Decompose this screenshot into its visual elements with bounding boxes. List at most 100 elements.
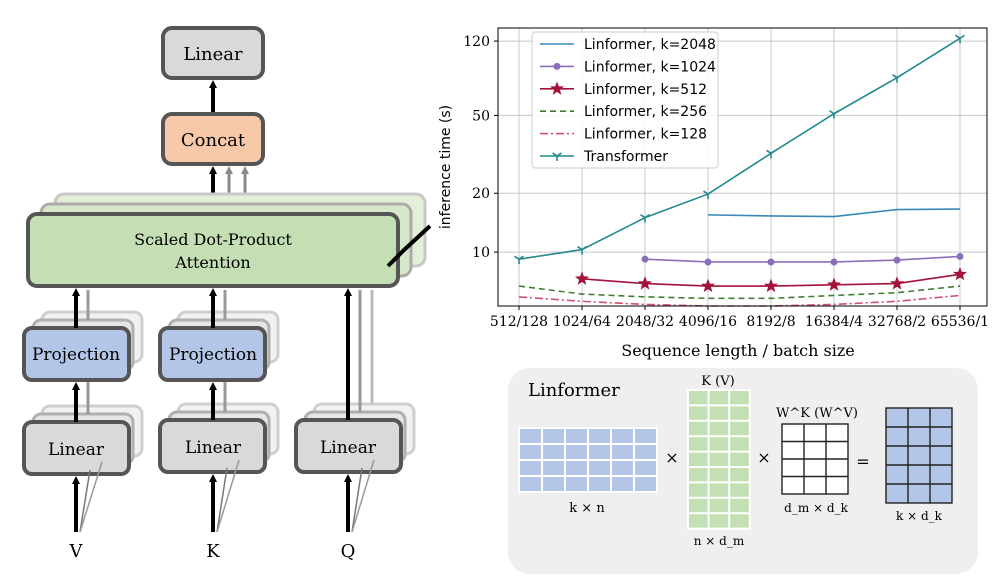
matrix-body: [687, 389, 751, 530]
attention-label-line1: Scaled Dot-Product: [134, 230, 292, 249]
x-tick-label: 65536/1: [931, 314, 989, 330]
legend-marker: [549, 81, 565, 95]
series-line: [518, 294, 961, 307]
data-point: [574, 271, 590, 285]
series-line: [518, 37, 961, 260]
input-v-arrows: [72, 461, 103, 533]
concat-label: Concat: [181, 130, 246, 151]
series-linformer-k-2048: [707, 208, 961, 218]
y-tick-label: 120: [463, 34, 490, 50]
data-point: [641, 255, 649, 263]
inset-title: Linformer: [528, 380, 620, 401]
data-point: [826, 277, 842, 291]
inference-time-chart: 10 20 50 120 512/128 1024/64 2048/32 4096/16 81…: [438, 27, 989, 360]
projection-k-label: Projection: [169, 345, 257, 365]
matrix-k-by-n: [518, 427, 658, 493]
projection-k-stack: Projection: [158, 310, 280, 382]
equals-symbol: =: [856, 452, 869, 471]
input-q-arrows: [344, 459, 375, 533]
chart-legend: Linformer, k=2048 Linformer, k=1024 Linfor…: [531, 31, 719, 169]
series-line: [644, 255, 961, 263]
input-k-arrows: [209, 459, 240, 533]
matrix-k-by-dk-dim: k × d_k: [896, 509, 943, 523]
matrix-k-by-dk: [885, 407, 953, 504]
projection-v-label: Projection: [32, 345, 120, 365]
legend-label: Linformer, k=128: [584, 127, 707, 143]
linear-q-label: Linear: [320, 438, 377, 458]
linformer-inset: Linformer k × n × K (V) n × d_m × W^K (W…: [508, 368, 978, 574]
matrix-w-label: W^K (W^V): [776, 406, 858, 421]
data-point: [830, 258, 838, 266]
series-linformer-k-512: [574, 266, 968, 293]
data-point: [952, 266, 968, 281]
data-point: [577, 245, 587, 255]
chart-xticks: 512/128 1024/64 2048/32 4096/16 8192/8 16384/…: [490, 306, 989, 330]
legend-box: [531, 31, 719, 169]
matrix-kv-label: K (V): [701, 374, 734, 389]
legend-entry: Transformer: [540, 149, 668, 165]
matrix-dm-by-dk-dim: d_m × d_k: [784, 501, 848, 515]
linear-v-stack: Linear: [22, 404, 144, 476]
linear-k-stack: Linear: [158, 402, 280, 474]
matrix-dm-by-dk: [781, 423, 849, 495]
linear-k-label: Linear: [185, 438, 242, 458]
y-tick-label: 20: [472, 186, 490, 202]
chart-frame: [497, 27, 988, 307]
x-tick-label: 4096/16: [679, 314, 737, 330]
dim-n-dm-text: n × d_m: [694, 534, 745, 548]
chart-series: [514, 34, 968, 307]
legend-marker: [553, 62, 561, 70]
matrix-n-by-dm: [687, 389, 751, 530]
legend-entry: Linformer, k=2048: [540, 37, 716, 53]
data-point: [955, 34, 965, 44]
matrix-k-by-n-dim: k × n: [569, 501, 605, 516]
attention-label-line2: Attention: [174, 253, 250, 272]
projection-v-stack: Projection: [22, 310, 144, 382]
legend-label: Linformer, k=512: [584, 82, 707, 98]
data-point: [829, 110, 839, 119]
legend-label: Linformer, k=1024: [584, 59, 716, 75]
linear-v-label: Linear: [48, 440, 105, 460]
chart-yticks: 10 20 50 120: [463, 34, 498, 261]
x-tick-label: 1024/64: [553, 314, 611, 330]
matrix-body: [885, 407, 953, 504]
data-point: [956, 252, 964, 260]
x-tick-label: 8192/8: [746, 314, 795, 330]
attention-stack: Scaled Dot-Product Attention: [26, 192, 432, 288]
input-k-label: K: [206, 541, 220, 562]
x-tick-label: 16384/4: [805, 314, 863, 330]
legend-entry: Linformer, k=1024: [540, 59, 716, 75]
data-point: [892, 74, 902, 83]
chart-xlabel: Sequence length / batch size: [621, 341, 854, 360]
matrix-n-by-dm-dim: n × d_m: [694, 534, 745, 548]
series-transformer: [514, 34, 965, 265]
stack-depth-indicator: [386, 224, 432, 268]
data-point: [514, 255, 524, 265]
times-symbol-1: ×: [665, 448, 678, 467]
series-line: [518, 285, 961, 300]
series-linformer-k-128: [518, 294, 961, 307]
data-point: [893, 256, 901, 264]
data-point: [700, 278, 716, 293]
chart-ylabel: inference time (s): [438, 105, 454, 229]
times-symbol-2: ×: [757, 448, 770, 467]
series-line: [707, 208, 961, 218]
series-linformer-k-1024: [641, 252, 964, 266]
concat-box: Concat: [161, 112, 265, 166]
architecture-diagram: Linear Concat Scaled Dot-Product Attenti…: [22, 26, 432, 562]
input-v-label: V: [69, 541, 84, 562]
legend-label: Linformer, k=256: [584, 104, 707, 120]
input-q-label: Q: [341, 541, 356, 562]
series-linformer-k-256: [518, 285, 961, 300]
data-point: [766, 149, 776, 159]
legend-entry: Linformer, k=256: [540, 104, 707, 120]
data-point: [763, 278, 779, 293]
linear-top-label: Linear: [183, 44, 243, 65]
data-point: [704, 258, 712, 266]
data-point: [637, 276, 653, 290]
legend-entry: Linformer, k=512: [540, 81, 707, 98]
x-tick-label: 2048/32: [616, 314, 674, 330]
legend-marker: [552, 152, 562, 161]
legend-label: Transformer: [583, 149, 668, 165]
